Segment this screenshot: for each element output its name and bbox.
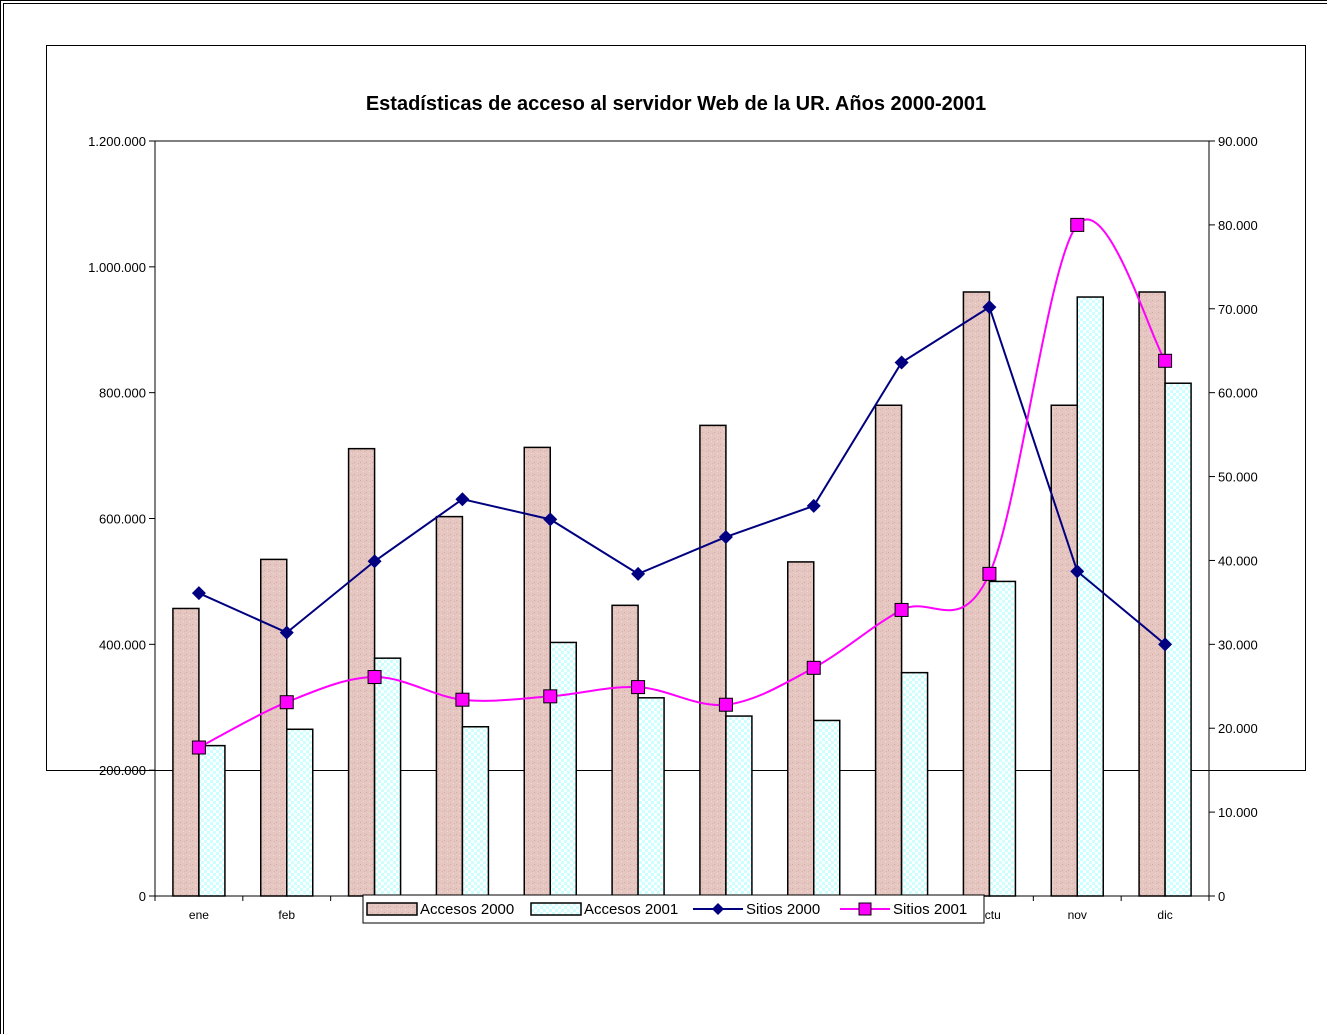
chart-area — [46, 45, 1306, 771]
point-sitios-2001 — [1070, 217, 1085, 232]
y2-axis-tick-label: 10.000 — [1218, 805, 1258, 820]
y2-axis-tick-label: 0 — [1218, 889, 1225, 904]
y-axis-tick-label: 800.000 — [99, 386, 146, 401]
y-axis-tick-label: 400.000 — [99, 637, 146, 652]
point-sitios-2001 — [191, 740, 206, 755]
legend-label-accesos-2001: Accesos 2001 — [584, 901, 678, 918]
bar-accesos-2001 — [988, 580, 1017, 897]
point-sitios-2001 — [1158, 353, 1173, 368]
x-axis-tick-label: nov — [1068, 908, 1087, 922]
point-sitios-2000 — [894, 355, 909, 370]
bar-accesos-2001 — [1076, 296, 1104, 897]
x-axis-tick-label: feb — [278, 908, 295, 922]
legend-swatch-accesos-2000 — [366, 902, 418, 916]
bar-accesos-2001 — [813, 719, 841, 897]
point-sitios-2001 — [367, 670, 382, 685]
y2-axis-tick-label: 60.000 — [1218, 386, 1258, 401]
y2-axis-tick-label: 20.000 — [1218, 721, 1258, 736]
point-sitios-2000 — [1070, 564, 1085, 579]
y-axis-tick-label: 0 — [139, 889, 146, 904]
y2-axis-tick-label: 90.000 — [1218, 134, 1258, 149]
y2-axis-tick-label: 70.000 — [1218, 302, 1258, 317]
legend-label-accesos-2000: Accesos 2000 — [420, 901, 514, 918]
legend-label-sitios-2000: Sitios 2000 — [746, 901, 820, 918]
point-sitios-2000 — [367, 554, 382, 569]
bar-accesos-2001 — [461, 726, 490, 897]
point-sitios-2001 — [455, 692, 470, 707]
bar-accesos-2001 — [286, 728, 314, 897]
y-axis-tick-label: 600.000 — [99, 512, 146, 527]
y2-axis-tick-label: 50.000 — [1218, 470, 1258, 485]
bar-accesos-2000 — [962, 291, 991, 897]
point-sitios-2000 — [718, 529, 733, 544]
bar-accesos-2000 — [874, 404, 903, 897]
y2-axis-tick-label: 40.000 — [1218, 553, 1258, 568]
bar-accesos-2001 — [725, 715, 753, 897]
bar-accesos-2001 — [373, 657, 402, 897]
point-sitios-2000 — [455, 492, 470, 507]
x-axis-tick-label: ene — [189, 908, 209, 922]
y2-axis-tick-label: 30.000 — [1218, 637, 1258, 652]
line-sitios-2000 — [198, 305, 1166, 646]
y-axis-tick-label: 200.000 — [99, 763, 146, 778]
legend-label-sitios-2001: Sitios 2001 — [893, 901, 967, 918]
bar-accesos-2000 — [787, 561, 815, 897]
bar-accesos-2000 — [611, 604, 639, 897]
point-sitios-2001 — [982, 566, 997, 581]
x-axis-tick-label: dic — [1157, 908, 1172, 922]
point-sitios-2000 — [982, 300, 997, 315]
plot-area: 0 200.000 400.000 600.000 800.000 1.000.000 1.… — [88, 134, 1258, 922]
point-sitios-2001 — [806, 660, 821, 675]
bar-accesos-2000 — [1138, 291, 1166, 897]
y-axis-tick-label: 1.200.000 — [88, 134, 146, 149]
point-sitios-2000 — [191, 586, 206, 601]
y-axis-tick-label: 1.000.000 — [88, 260, 146, 275]
point-sitios-2001 — [543, 689, 558, 704]
bar-accesos-2001 — [900, 671, 929, 897]
point-sitios-2000 — [279, 625, 294, 640]
chart-title: Estadísticas de acceso al servidor Web d… — [366, 93, 986, 115]
bar-accesos-2000 — [260, 558, 288, 897]
legend-marker-sitios-2001 — [858, 902, 872, 916]
point-sitios-2000 — [806, 498, 821, 513]
bar-accesos-2000 — [1050, 404, 1078, 897]
bar-accesos-2001 — [1164, 382, 1192, 897]
point-sitios-2001 — [631, 680, 646, 695]
point-sitios-2000 — [1158, 637, 1173, 652]
legend: Accesos 2000 Accesos 2001 Sitios 2000 Si… — [362, 894, 985, 924]
bar-accesos-2001 — [549, 641, 577, 897]
bar-accesos-2000 — [699, 424, 727, 897]
legend-marker-sitios-2000 — [712, 903, 724, 915]
legend-swatch-accesos-2001 — [530, 902, 582, 916]
point-sitios-2001 — [718, 697, 733, 712]
point-sitios-2000 — [631, 566, 646, 581]
bar-accesos-2001 — [637, 697, 665, 897]
line-sitios-2001 — [198, 218, 1166, 749]
point-sitios-2000 — [543, 512, 558, 527]
bar-accesos-2001 — [198, 744, 226, 897]
y2-axis-tick-label: 80.000 — [1218, 218, 1258, 233]
point-sitios-2001 — [894, 602, 909, 617]
point-sitios-2001 — [279, 695, 294, 710]
